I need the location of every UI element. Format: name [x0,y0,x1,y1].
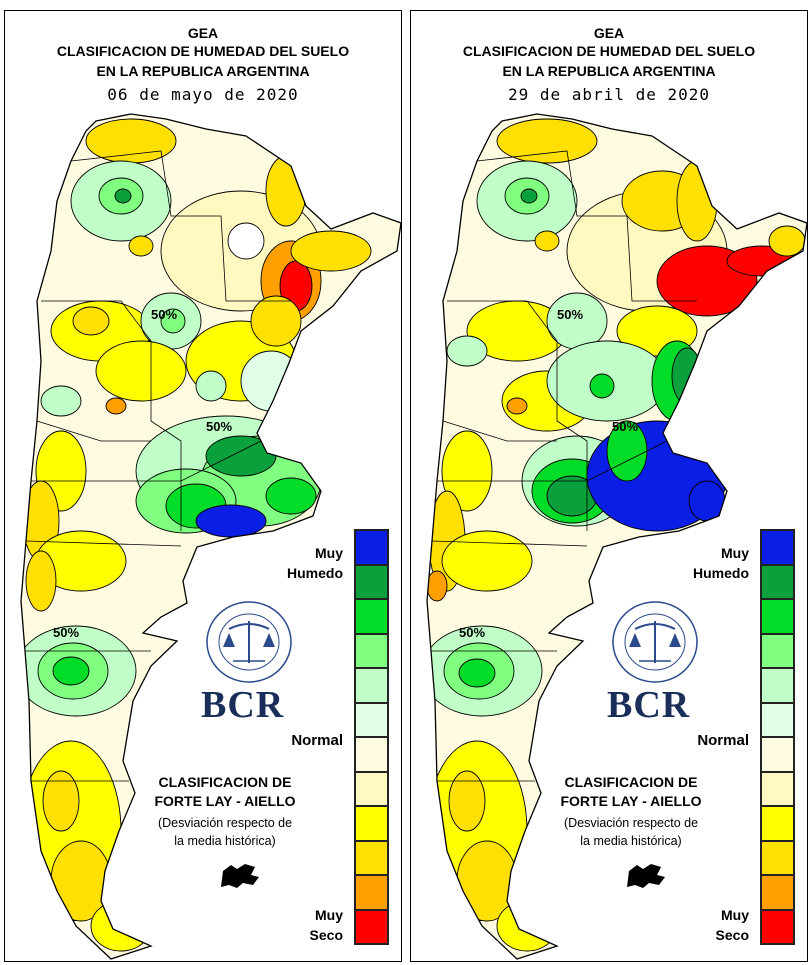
legend-swatch [762,634,793,669]
moisture-zone [95,340,187,402]
legend-label-normal: Normal [697,732,749,749]
moisture-zone [506,397,528,415]
classification-note: (Desviación respecto de la media históric… [157,816,293,848]
moisture-zone [240,350,302,412]
map-title-line1: CLASIFICACION DE HUMEDAD DEL SUELO [462,43,756,59]
moisture-zone [446,335,488,367]
moisture-zone [128,235,154,257]
map-date: 06 de mayo de 2020 [107,85,299,104]
color-legend [354,529,389,945]
legend-swatch [762,841,793,876]
classification-note: (Desviación respecto de la media históric… [563,816,699,848]
moisture-zone [205,435,277,477]
moisture-zone [160,308,186,334]
legend-swatch [356,738,387,773]
legend-swatch [356,841,387,876]
moisture-zone [676,160,718,242]
contour-label: 50% [459,625,485,640]
bcr-seal-logo [612,601,698,683]
moisture-zone [427,570,448,602]
map-date: 29 de abril de 2020 [507,85,711,104]
moisture-zone [458,658,496,688]
legend-label-very-wet: Muy Humedo [287,545,343,581]
bcr-logo-text: BCR [607,684,691,726]
legend-swatch [762,807,793,842]
legend-swatch [356,565,387,600]
moisture-zone [25,550,57,612]
moisture-zone [520,188,538,204]
contour-label: 50% [557,307,583,322]
bcr-seal-logo [206,601,292,683]
contour-label: 50% [206,419,232,434]
moisture-zone [496,900,558,952]
map-title-line2: EN LA REPUBLICA ARGENTINA [502,63,716,79]
legend-swatch [762,669,793,704]
moisture-zone [114,188,132,204]
contour-label: 50% [612,419,638,434]
moisture-zone [265,477,317,515]
bcr-logo-text: BCR [201,684,285,726]
malvinas-islands [221,864,259,888]
legend-label-normal: Normal [291,732,343,749]
moisture-zone [42,770,80,832]
legend-swatch [762,772,793,807]
classification-title: CLASIFICACION DE FORTE LAY - AIELLO [560,774,702,809]
moisture-zone [496,118,598,164]
moisture-zone [290,230,372,272]
province-borders [431,150,697,782]
moisture-zone [227,222,265,260]
org-title: GEA [593,25,625,41]
legend-swatch [356,876,387,911]
malvinas-islands [627,864,665,888]
country-outline [426,113,807,960]
legend-swatch [762,738,793,773]
moisture-zone [534,230,560,252]
moisture-zone [441,530,533,592]
moisture-zone [52,656,90,686]
moisture-zone [105,397,127,415]
argentina-soil-moisture-map: 50% 50% 50% [426,113,807,960]
legend-swatch [762,600,793,635]
legend-swatch [356,669,387,704]
moisture-zone [768,225,806,257]
legend-swatch [356,807,387,842]
legend-label-very-dry: Muy Seco [715,907,749,943]
legend-swatch [762,703,793,738]
legend-swatch [356,600,387,635]
legend-swatch [356,531,387,566]
province-borders [25,150,291,782]
moisture-zone [85,118,177,164]
legend-swatch [356,910,387,943]
moisture-zone [589,373,615,399]
map-title-line2: EN LA REPUBLICA ARGENTINA [96,63,310,79]
map-panel-left: 50% 50% 50% GEA CLASIFICACION DE HUMEDAD… [4,10,402,962]
legend-swatch [356,703,387,738]
moisture-zone [195,504,267,538]
argentina-soil-moisture-map: 50% 50% 50% [20,113,401,960]
legend-label-very-wet: Muy Humedo [693,545,749,581]
color-legend [760,529,795,945]
moisture-zone [250,295,302,347]
legend-swatch [356,634,387,669]
legend-swatch [356,772,387,807]
legend-swatch [762,910,793,943]
legend-swatch [762,531,793,566]
legend-label-very-dry: Muy Seco [309,907,343,943]
legend-swatch [762,876,793,911]
country-outline [20,113,401,960]
moisture-zone [441,430,493,512]
moisture-zone [448,770,486,832]
moisture-zone [72,306,110,336]
contour-label: 50% [53,625,79,640]
org-title: GEA [187,25,219,41]
moisture-zone [195,370,227,402]
map-panel-right: 50% 50% 50% GEA CLASIFICACION DE HUMEDAD… [410,10,808,962]
map-title-line1: CLASIFICACION DE HUMEDAD DEL SUELO [56,43,350,59]
contour-label: 50% [151,307,177,322]
moisture-zone [40,385,82,417]
classification-title: CLASIFICACION DE FORTE LAY - AIELLO [154,774,296,809]
legend-swatch [762,565,793,600]
moisture-zone [90,900,152,952]
